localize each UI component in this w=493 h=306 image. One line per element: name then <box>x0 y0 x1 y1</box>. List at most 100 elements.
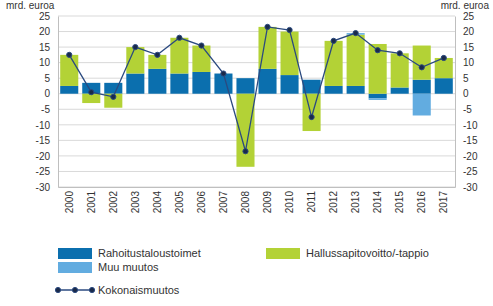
tick-label: 15 <box>463 42 475 53</box>
bar <box>258 69 276 94</box>
tick: 2001 <box>86 187 97 213</box>
bar <box>148 93 166 94</box>
marker <box>419 65 424 70</box>
tick-label: 25 <box>463 11 475 22</box>
tick: 2011 <box>306 187 317 213</box>
marker <box>177 35 182 40</box>
bar <box>325 86 343 94</box>
marker <box>309 114 314 119</box>
grid-line <box>58 31 455 32</box>
marker <box>133 44 138 49</box>
bar <box>435 93 453 94</box>
bar <box>236 78 254 94</box>
bar <box>435 78 453 94</box>
tick-label: 2000 <box>64 191 75 214</box>
grid-line <box>58 187 455 188</box>
tick-label: 2005 <box>174 191 185 214</box>
bar <box>60 55 78 86</box>
legend-swatch <box>58 248 92 259</box>
tick-label: -5 <box>463 104 472 115</box>
tick: 2005 <box>174 187 185 213</box>
tick: 2003 <box>130 187 141 213</box>
tick-label: -30 <box>36 182 51 193</box>
tick: 2002 <box>108 187 119 213</box>
tick-label: 2002 <box>108 191 119 214</box>
bar <box>192 72 210 94</box>
marker <box>111 94 116 99</box>
bar <box>126 93 144 94</box>
bar <box>391 88 409 94</box>
bar <box>170 74 188 94</box>
bar <box>281 93 299 94</box>
tick-label: 2004 <box>152 191 163 214</box>
tick-label: -25 <box>463 166 478 177</box>
bar <box>126 74 144 94</box>
marker <box>221 71 226 76</box>
bar <box>303 94 321 131</box>
marker <box>265 24 270 29</box>
bar <box>236 93 254 94</box>
axis-line <box>59 187 456 188</box>
tick-label: 5 <box>463 73 469 84</box>
tick: 20 <box>455 26 475 37</box>
bar <box>170 93 188 94</box>
tick: -10 <box>36 120 58 131</box>
marker <box>287 27 292 32</box>
legend: RahoitustaloustoimetHallussapitovoitto/-… <box>55 247 429 296</box>
bar <box>413 80 431 94</box>
tick-label: 2012 <box>328 191 339 214</box>
tick: -20 <box>455 151 478 162</box>
legend-label: Muu muutos <box>98 261 159 273</box>
tick: -25 <box>455 166 478 177</box>
tick: 20 <box>39 26 58 37</box>
bar <box>281 75 299 94</box>
grid-line <box>58 109 455 110</box>
tick-label: 0 <box>463 88 469 99</box>
bar <box>192 93 210 94</box>
grid-line <box>58 140 455 141</box>
line <box>69 27 444 151</box>
chart: -30-25-20-15-10-50510152025-30-25-20-15-… <box>0 0 493 306</box>
bar <box>192 46 210 72</box>
tick: -20 <box>36 151 58 162</box>
tick-label: 2008 <box>240 191 251 214</box>
tick: -5 <box>455 104 472 115</box>
tick: 2014 <box>372 187 383 213</box>
tick: 0 <box>44 88 58 99</box>
legend-marker <box>72 287 77 292</box>
legend-swatch <box>266 248 300 259</box>
tick-label: 2001 <box>86 191 97 214</box>
tick: 25 <box>39 11 58 22</box>
marker <box>199 43 204 48</box>
tick-label: -25 <box>36 166 51 177</box>
tick-label: 2009 <box>262 191 273 214</box>
tick: 5 <box>44 73 58 84</box>
marker <box>331 38 336 43</box>
tick-label: 2017 <box>438 191 449 214</box>
tick: 15 <box>455 42 475 53</box>
axis-title: mrd. euroa <box>441 0 490 11</box>
bar <box>258 93 276 94</box>
legend-label: Rahoitustaloustoimet <box>98 247 201 259</box>
bar <box>391 53 409 87</box>
tick-label: -10 <box>36 120 51 131</box>
axis-line <box>455 17 456 188</box>
tick: -15 <box>36 135 58 146</box>
tick: 15 <box>39 42 58 53</box>
tick: -5 <box>41 104 58 115</box>
tick-label: -20 <box>463 151 478 162</box>
marker <box>375 48 380 53</box>
tick-label: 2016 <box>416 191 427 214</box>
marker <box>243 149 248 154</box>
tick: -30 <box>455 182 478 193</box>
tick: 2008 <box>240 187 251 213</box>
tick-label: 2011 <box>306 191 317 213</box>
tick-label: 2013 <box>350 191 361 214</box>
tick-label: 15 <box>39 42 51 53</box>
bar-series <box>347 33 431 115</box>
tick-label: -10 <box>463 120 478 131</box>
tick-label: 2007 <box>218 191 229 214</box>
grid-line <box>58 124 455 125</box>
grid <box>58 16 455 187</box>
bar <box>369 98 387 100</box>
